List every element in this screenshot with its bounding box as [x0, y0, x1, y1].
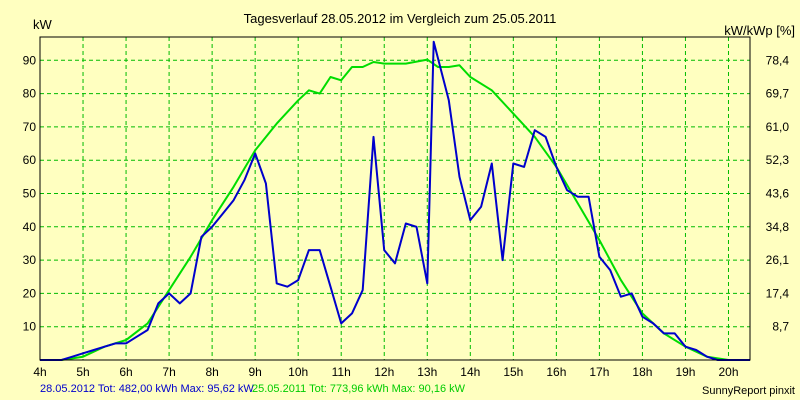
y-tick-label-left: 50: [23, 187, 37, 201]
x-tick-label: 6h: [119, 365, 132, 379]
x-tick-label: 15h: [503, 365, 523, 379]
y-tick-label-right: 43,6: [766, 187, 790, 201]
x-tick-label: 11h: [332, 365, 351, 379]
plot-frame: [39, 36, 751, 361]
y-tick-label-right: 52,3: [766, 153, 790, 167]
y-tick-label-right: 69,7: [766, 87, 790, 101]
y-tick-label-right: 61,0: [766, 120, 790, 134]
x-tick-label: 14h: [460, 365, 480, 379]
x-tick-label: 16h: [546, 365, 566, 379]
y-tick-label-left: 70: [23, 120, 37, 134]
y-tick-label-right: 8,7: [772, 320, 789, 334]
series-line-2012: [40, 40, 750, 361]
y-tick-label-left: 40: [23, 220, 37, 234]
x-tick-label: 13h: [417, 365, 437, 379]
y-tick-label-right: 34,8: [766, 220, 790, 234]
y-axis-right-label: kW/kWp [%]: [724, 23, 795, 38]
credit-label: SunnyReport pinxit: [702, 385, 795, 397]
series-line-2011: [40, 58, 750, 361]
x-tick-label: 17h: [589, 365, 609, 379]
x-tick-label: 9h: [248, 365, 261, 379]
legend-series-2011: 25.05.2011 Tot: 773,96 kWh Max: 90,16 kW: [252, 383, 466, 395]
y-tick-label-left: 90: [23, 53, 37, 67]
tick-labels: 4h 5h 6h 7h 8h 9h 10h 11h 12h 13h 14h 15h 16h 17h 18h 1…: [23, 53, 790, 379]
x-tick-label: 18h: [632, 365, 652, 379]
y-tick-label-right: 26,1: [766, 253, 790, 267]
x-tick-label: 19h: [675, 365, 695, 379]
y-tick-label-left: 10: [23, 320, 37, 334]
y-axis-left-label: kW: [33, 17, 53, 32]
x-tick-label: 8h: [205, 365, 218, 379]
y-tick-label-right: 78,4: [766, 53, 790, 67]
grid-lines: [40, 37, 750, 360]
chart-title: Tagesverlauf 28.05.2012 im Vergleich zum…: [244, 11, 557, 26]
x-tick-label: 4h: [33, 365, 46, 379]
x-tick-label: 7h: [162, 365, 175, 379]
y-tick-label-right: 17,4: [766, 286, 790, 300]
y-tick-label-left: 80: [23, 87, 37, 101]
x-tick-label: 20h: [718, 365, 738, 379]
legend-series-2012: 28.05.2012 Tot: 482,00 kWh Max: 95,62 kW: [40, 383, 254, 395]
x-tick-label: 10h: [288, 365, 308, 379]
y-tick-label-left: 20: [23, 286, 37, 300]
y-tick-label-left: 30: [23, 253, 37, 267]
x-tick-label: 5h: [76, 365, 89, 379]
x-tick-label: 12h: [374, 365, 394, 379]
series-lines: [40, 40, 750, 361]
y-tick-label-left: 60: [23, 153, 37, 167]
